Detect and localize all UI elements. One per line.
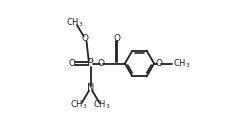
Text: O: O <box>113 34 120 43</box>
Text: CH$_3$: CH$_3$ <box>93 99 110 111</box>
Text: O: O <box>81 34 88 43</box>
Text: O: O <box>155 59 162 68</box>
Text: N: N <box>87 83 94 93</box>
Text: O: O <box>97 59 104 68</box>
Text: O: O <box>68 59 75 68</box>
Text: CH$_3$: CH$_3$ <box>70 99 88 111</box>
Text: P: P <box>87 59 94 68</box>
Text: CH$_3$: CH$_3$ <box>172 57 190 70</box>
Text: CH$_3$: CH$_3$ <box>66 17 83 29</box>
